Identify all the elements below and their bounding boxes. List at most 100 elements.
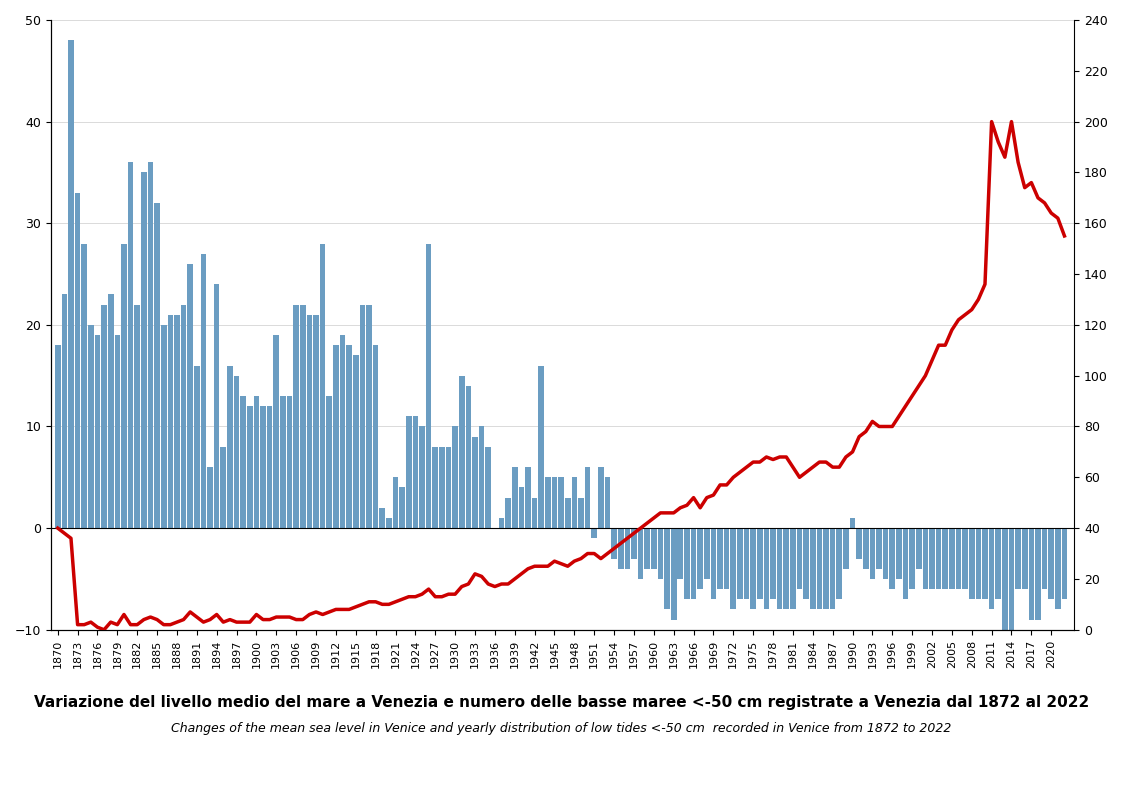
Bar [737,528,742,599]
Bar [585,467,591,528]
Bar [327,396,332,528]
Bar [983,528,988,599]
Bar [1054,528,1060,610]
Bar [380,508,385,528]
Bar [234,376,239,528]
Bar [208,467,213,528]
Bar [724,528,730,589]
Bar [883,528,888,579]
Bar [161,325,166,528]
Bar [988,528,995,610]
Bar [512,467,518,528]
Bar [810,528,815,610]
Bar [850,518,856,528]
Bar [432,447,438,528]
Bar [777,528,783,610]
Bar [711,528,716,599]
Bar [816,528,822,610]
Bar [62,295,67,528]
Bar [889,528,895,589]
Bar [478,426,484,528]
Bar [412,416,418,528]
Bar [453,426,458,528]
Bar [1035,528,1041,619]
Bar [551,477,557,528]
Bar [876,528,882,569]
Bar [558,477,564,528]
Bar [466,386,472,528]
Bar [94,335,100,528]
Bar [213,284,219,528]
Bar [869,528,875,579]
Bar [545,477,550,528]
Bar [240,396,246,528]
Bar [803,528,809,599]
Bar [645,528,650,569]
Bar [419,426,424,528]
Bar [1015,528,1021,589]
Bar [201,254,207,528]
Bar [532,498,538,528]
Bar [227,365,232,528]
Bar [624,528,630,569]
Bar [896,528,902,579]
Bar [181,305,186,528]
Bar [631,528,637,559]
Bar [519,488,524,528]
Bar [526,467,531,528]
Bar [220,447,226,528]
Bar [167,314,173,528]
Bar [366,305,372,528]
Bar [261,407,266,528]
Bar [664,528,670,610]
Bar [405,416,411,528]
Bar [611,528,617,559]
Bar [923,528,929,589]
Bar [69,40,74,528]
Bar [784,528,789,610]
Bar [572,477,577,528]
Bar [658,528,664,579]
Bar [320,244,326,528]
Bar [1049,528,1054,599]
Bar [280,396,285,528]
Bar [1029,528,1034,619]
Bar [757,528,763,599]
Bar [599,467,604,528]
Bar [108,295,113,528]
Bar [353,356,358,528]
Bar [843,528,849,569]
Bar [791,528,796,610]
Bar [796,528,802,589]
Bar [346,345,351,528]
Bar [174,314,180,528]
Bar [121,244,127,528]
Bar [718,528,723,589]
Bar [743,528,749,599]
Bar [154,203,159,528]
Bar [578,498,584,528]
Bar [691,528,696,599]
Bar [88,325,93,528]
Bar [1002,528,1007,630]
Bar [750,528,756,610]
Bar [903,528,909,599]
Bar [1042,528,1048,589]
Bar [670,528,676,619]
Bar [101,305,107,528]
Bar [962,528,968,589]
Bar [677,528,683,579]
Bar [565,498,570,528]
Bar [604,477,610,528]
Bar [929,528,934,589]
Bar [393,477,399,528]
Bar [307,314,312,528]
Bar [439,447,445,528]
Bar [446,447,451,528]
Bar [770,528,776,599]
Bar [618,528,623,569]
Bar [830,528,836,610]
Bar [857,528,862,559]
Bar [188,264,193,528]
Bar [995,528,1001,599]
